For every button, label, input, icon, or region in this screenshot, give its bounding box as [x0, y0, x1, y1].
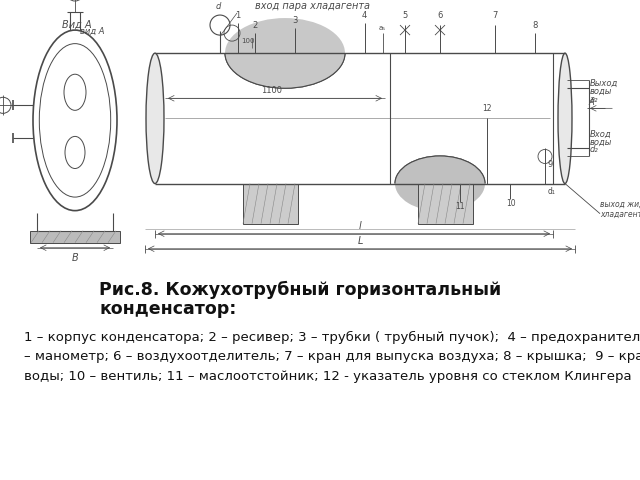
Ellipse shape [146, 53, 164, 183]
Bar [418, 183, 473, 224]
Text: 5: 5 [402, 11, 407, 20]
Text: В: В [72, 253, 78, 263]
Text: Вход: Вход [590, 130, 612, 138]
Text: 2: 2 [252, 21, 257, 30]
Text: 1 – корпус конденсатора; 2 – ресивер; 3 – трубки ( трубный пучок);  4 – предохра: 1 – корпус конденсатора; 2 – ресивер; 3 … [24, 331, 640, 344]
Ellipse shape [558, 53, 572, 183]
Text: конденсатор:: конденсатор: [99, 300, 237, 318]
Text: d: d [216, 2, 221, 11]
Ellipse shape [395, 156, 485, 211]
Text: вид А: вид А [80, 27, 104, 36]
Text: а₂: а₂ [590, 96, 598, 104]
Text: воды: воды [590, 87, 612, 96]
Text: 7: 7 [492, 11, 497, 20]
Text: воды; 10 – вентиль; 11 – маслоотстойник; 12 - указатель уровня со стеклом Клинге: воды; 10 – вентиль; 11 – маслоотстойник;… [24, 370, 632, 383]
Text: 1100: 1100 [262, 86, 282, 96]
Text: 12: 12 [482, 104, 492, 113]
Text: Выход: Выход [590, 79, 618, 88]
Text: l: l [358, 221, 362, 231]
Text: 1: 1 [235, 11, 240, 20]
Ellipse shape [225, 18, 345, 88]
Text: воды: воды [590, 137, 612, 146]
Text: 6: 6 [437, 11, 442, 20]
Text: d₁: d₁ [548, 187, 556, 195]
Text: вход пара хладагента: вход пара хладагента [255, 1, 370, 11]
Bar [243, 183, 298, 224]
Text: 3: 3 [292, 16, 298, 25]
Text: А: А [588, 98, 594, 108]
Text: d₂: d₂ [590, 145, 599, 155]
Text: Вид А: Вид А [62, 20, 92, 30]
Text: – манометр; 6 – воздухоотделитель; 7 – кран для выпуска воздуха; 8 – крышка;  9 : – манометр; 6 – воздухоотделитель; 7 – к… [24, 350, 640, 363]
Text: 9: 9 [548, 159, 553, 168]
Text: 11: 11 [455, 202, 465, 211]
Text: 10: 10 [506, 199, 516, 208]
Text: 8: 8 [532, 21, 538, 30]
Text: 100: 100 [241, 38, 255, 44]
Text: Рис.8. Кожухотрубный горизонтальный: Рис.8. Кожухотрубный горизонтальный [99, 281, 502, 299]
Text: хладагента: хладагента [600, 210, 640, 219]
Text: 4: 4 [362, 11, 367, 20]
Text: выход жидкого: выход жидкого [600, 200, 640, 209]
Text: L: L [357, 236, 363, 246]
Bar [30, 231, 120, 243]
Text: a₅: a₅ [379, 25, 386, 31]
